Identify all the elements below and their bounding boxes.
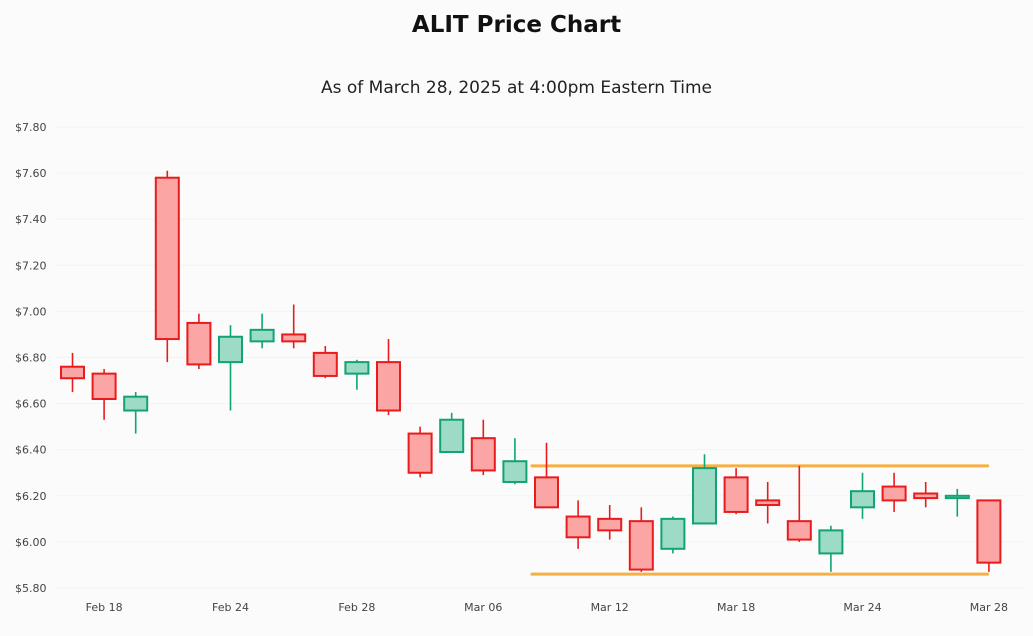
candle-down	[628, 507, 654, 572]
candle-down	[786, 465, 812, 542]
candle-up	[850, 472, 875, 519]
candle-body	[818, 529, 844, 555]
candle-body	[376, 361, 401, 412]
candle-down	[60, 352, 85, 393]
candle-body	[470, 437, 496, 472]
candle-down	[597, 505, 623, 540]
x-tick-label: Mar 28	[970, 601, 1008, 614]
candle-body	[628, 520, 654, 571]
candle-down	[154, 170, 180, 363]
y-tick-label: $6.40	[15, 444, 47, 457]
candle-body	[502, 460, 528, 483]
x-tick-label: Mar 18	[717, 601, 755, 614]
chart-subtitle: As of March 28, 2025 at 4:00pm Eastern T…	[320, 78, 713, 98]
candle-body	[850, 490, 875, 509]
candle-up	[660, 516, 686, 554]
candle-down	[976, 499, 1002, 572]
candle-up	[218, 325, 243, 411]
y-tick-label: $7.80	[15, 121, 47, 134]
candle-down	[565, 500, 591, 549]
candle-down	[723, 468, 749, 515]
y-tick-label: $6.60	[15, 398, 47, 411]
y-tick-label: $6.20	[15, 490, 47, 503]
candle-up	[692, 454, 717, 525]
level-lines	[530, 464, 989, 576]
candle-body	[60, 365, 85, 380]
candle-body	[312, 351, 338, 377]
candle-down	[312, 345, 338, 379]
candle-down	[913, 481, 939, 508]
y-tick-label: $7.00	[15, 305, 47, 318]
x-tick-label: Mar 12	[591, 601, 629, 614]
candle-body	[91, 372, 117, 400]
candle-body	[660, 517, 686, 550]
x-axis: Feb 18 Feb 24 Feb 28 Mar 06 Mar 12 Mar 18 Mar …	[86, 601, 1008, 614]
candle-down	[407, 426, 433, 478]
candle-down	[376, 339, 401, 416]
y-tick-label: $6.00	[15, 536, 47, 549]
candle-body	[123, 395, 149, 412]
candle-body	[881, 485, 907, 502]
candles	[60, 170, 1002, 572]
candle-body	[439, 418, 465, 454]
x-tick-label: Mar 06	[464, 601, 502, 614]
candle-body	[723, 476, 749, 513]
candle-down	[755, 481, 781, 524]
y-tick-label: $7.20	[15, 259, 47, 272]
candle-body	[597, 517, 623, 532]
candle-body	[913, 492, 939, 500]
candle-down	[186, 313, 212, 370]
candle-body	[281, 333, 307, 343]
y-axis: $7.80 $7.60 $7.40 $7.20 $7.00 $6.80 $6.60 $6.40…	[15, 121, 47, 595]
candle-body	[154, 176, 180, 341]
candle-body	[565, 515, 591, 539]
candle-down	[281, 304, 307, 349]
candle-up	[344, 359, 370, 390]
x-tick-label: Mar 24	[843, 601, 881, 614]
y-tick-label: $5.80	[15, 582, 47, 595]
candle-down	[881, 472, 907, 512]
candle-body	[407, 432, 433, 474]
x-tick-label: Feb 24	[212, 601, 249, 614]
candle-body	[944, 494, 970, 500]
x-tick-label: Feb 18	[86, 601, 123, 614]
candle-up	[249, 313, 275, 349]
candle-body	[534, 476, 559, 509]
candle-body	[218, 335, 243, 364]
candle-body	[976, 499, 1002, 564]
candle-up	[439, 412, 465, 454]
candle-down	[91, 369, 117, 420]
y-tick-label: $7.60	[15, 167, 47, 180]
candle-body	[344, 361, 370, 375]
candle-body	[786, 520, 812, 541]
y-tick-label: $6.80	[15, 352, 47, 365]
candle-down	[534, 442, 559, 509]
candle-body	[692, 467, 717, 525]
candle-down	[470, 419, 496, 476]
candle-body	[249, 328, 275, 343]
y-tick-label: $7.40	[15, 213, 47, 226]
candle-body	[755, 499, 781, 507]
candle-body	[186, 321, 212, 366]
candle-up	[502, 438, 528, 485]
chart-title: ALIT Price Chart	[411, 12, 622, 38]
x-tick-label: Feb 28	[338, 601, 375, 614]
candle-up	[944, 488, 970, 517]
candle-up	[818, 525, 844, 572]
candle-up	[123, 392, 149, 434]
